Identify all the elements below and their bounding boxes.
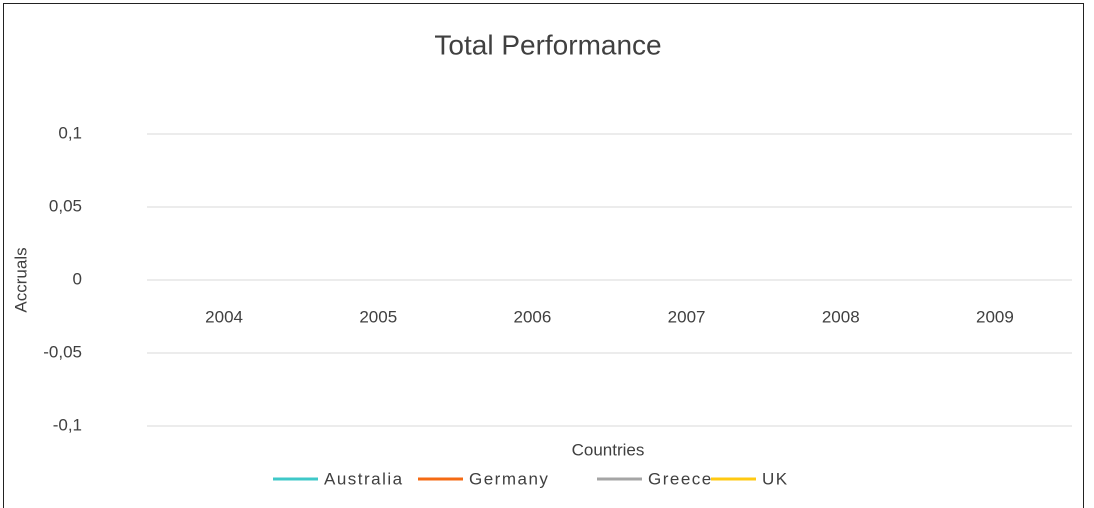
y-axis-label: Accruals: [11, 247, 30, 312]
legend-label: Greece: [648, 469, 713, 488]
y-tick-label: -0,1: [53, 415, 82, 434]
legend-label: UK: [762, 469, 789, 488]
x-tick-label: 2009: [976, 307, 1014, 326]
y-tick-label: 0: [73, 269, 82, 288]
chart-border: [3, 3, 1084, 508]
x-tick-label: 2005: [359, 307, 397, 326]
chart-title: Total Performance: [434, 29, 661, 60]
y-tick-label: 0,1: [58, 123, 82, 142]
x-tick-label: 2006: [514, 307, 552, 326]
y-tick-label: 0,05: [49, 196, 82, 215]
legend-label: Australia: [324, 469, 404, 488]
x-tick-label: 2007: [668, 307, 706, 326]
x-tick-label: 2008: [822, 307, 860, 326]
y-tick-label: -0,05: [43, 342, 82, 361]
x-axis-label: Countries: [572, 440, 645, 459]
legend-label: Germany: [469, 469, 549, 488]
x-tick-label: 2004: [205, 307, 243, 326]
